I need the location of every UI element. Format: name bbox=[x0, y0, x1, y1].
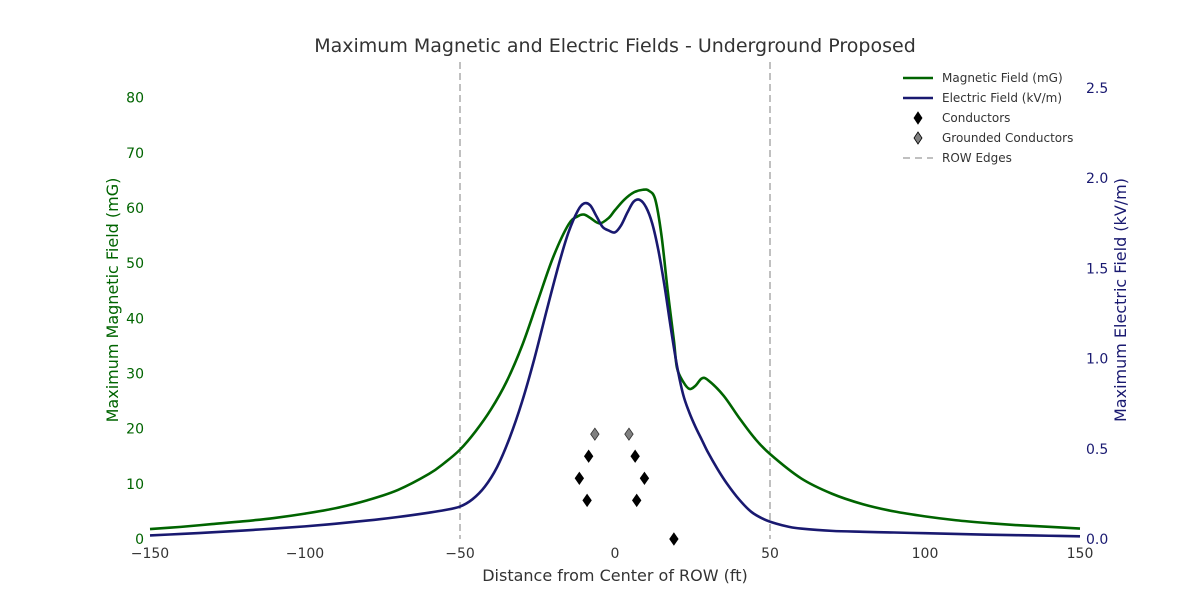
conductor-marker bbox=[582, 493, 592, 508]
x-tick-label: 100 bbox=[912, 546, 939, 562]
conductor-marker bbox=[630, 449, 640, 463]
left-y-tick-label: 50 bbox=[126, 256, 144, 272]
left-y-tick-label: 80 bbox=[126, 91, 144, 107]
x-axis-label: Distance from Center of ROW (ft) bbox=[482, 566, 748, 585]
grounded-conductor-marker bbox=[590, 427, 600, 441]
right-y-tick-label: 2.5 bbox=[1086, 81, 1108, 97]
right-y-tick-label: 1.0 bbox=[1086, 352, 1108, 368]
left-y-tick-label: 10 bbox=[126, 477, 144, 493]
left-y-tick-label: 0 bbox=[135, 532, 144, 548]
series-lines bbox=[149, 188, 1081, 538]
conductor-marker bbox=[669, 532, 679, 546]
right-y-tick-label: 2.0 bbox=[1086, 171, 1108, 187]
legend-label: Electric Field (kV/m) bbox=[942, 91, 1062, 105]
conductor-marker bbox=[632, 493, 642, 508]
row-edges bbox=[459, 62, 771, 539]
left-y-tick-label: 60 bbox=[126, 201, 144, 217]
legend-label: Grounded Conductors bbox=[942, 131, 1073, 145]
right-y-tick-label: 0.5 bbox=[1086, 442, 1108, 458]
x-tick-label: −150 bbox=[131, 546, 169, 562]
magnetic-field-line bbox=[149, 188, 1081, 531]
legend: Magnetic Field (mG) Electric Field (kV/m)… bbox=[903, 71, 1073, 165]
left-y-tick-label: 70 bbox=[126, 146, 144, 162]
right-y-tick-label: 1.5 bbox=[1086, 261, 1108, 277]
x-tick-label: −50 bbox=[445, 546, 475, 562]
conductor-marker bbox=[574, 471, 585, 486]
x-tick-label: 50 bbox=[761, 546, 779, 562]
left-y-tick-label: 20 bbox=[126, 422, 144, 438]
legend-diamond-swatch bbox=[913, 111, 923, 125]
x-tick-label: 150 bbox=[1067, 546, 1094, 562]
x-tick-label: 0 bbox=[611, 546, 620, 562]
legend-label: Conductors bbox=[942, 111, 1010, 125]
left-y-axis-label: Maximum Magnetic Field (mG) bbox=[103, 178, 122, 423]
left-y-tick-label: 30 bbox=[126, 366, 144, 382]
right-y-ticks: 0.0 0.5 1.0 1.5 2.0 2.5 bbox=[1086, 81, 1108, 548]
left-y-tick-label: 40 bbox=[126, 311, 144, 327]
legend-label: Magnetic Field (mG) bbox=[942, 71, 1063, 85]
left-y-ticks: 0 10 20 30 40 50 60 70 80 bbox=[126, 91, 144, 548]
legend-label: ROW Edges bbox=[942, 151, 1012, 165]
grounded-conductor-marker bbox=[624, 427, 634, 441]
electric-field-line bbox=[149, 198, 1081, 538]
x-ticks: −150 −100 −50 0 50 100 150 bbox=[131, 546, 1094, 562]
conductor-marker bbox=[639, 471, 650, 486]
chart-title: Maximum Magnetic and Electric Fields - U… bbox=[314, 35, 916, 57]
right-y-tick-label: 0.0 bbox=[1086, 532, 1108, 548]
conductor-marker bbox=[583, 449, 594, 463]
conductor-markers bbox=[574, 427, 679, 546]
legend-diamond-swatch bbox=[913, 131, 923, 145]
right-y-axis-label: Maximum Electric Field (kV/m) bbox=[1111, 178, 1130, 422]
x-tick-label: −100 bbox=[286, 546, 324, 562]
